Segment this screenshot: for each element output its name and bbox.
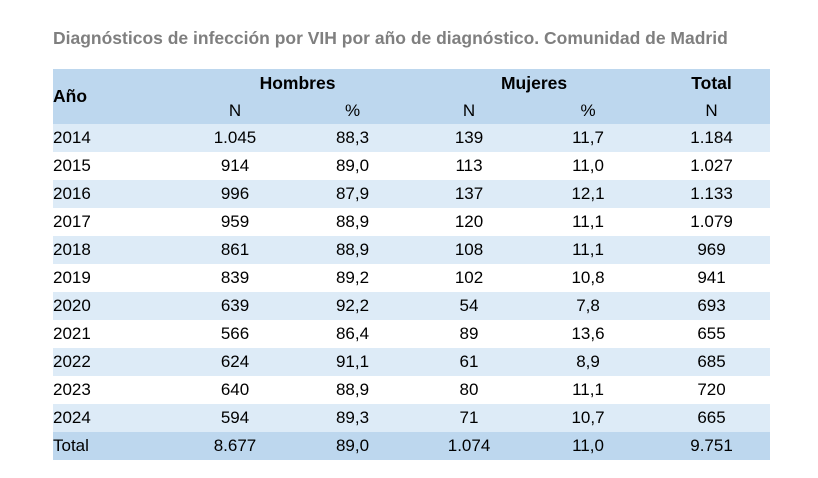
table-row: 2016 996 87,9 137 12,1 1.133 (53, 180, 771, 208)
cell-hombres-pct: 87,9 (290, 180, 416, 208)
cell-mujeres-pct: 8,9 (523, 348, 654, 376)
subheader-total-n: N (653, 97, 771, 124)
cell-mujeres-pct: 7,8 (523, 292, 654, 320)
cell-year: 2014 (53, 124, 180, 152)
total-cell-hombres-n: 8.677 (180, 432, 290, 460)
table-header: Año Hombres Mujeres Total N % N % N (53, 69, 771, 124)
cell-total-n: 685 (653, 348, 771, 376)
total-cell-hombres-pct: 89,0 (290, 432, 416, 460)
table-row: 2024 594 89,3 71 10,7 665 (53, 404, 771, 432)
cell-year: 2019 (53, 268, 91, 287)
table-row: 2017 959 88,9 120 11,1 1.079 (53, 208, 770, 236)
header-total: Total (653, 69, 771, 97)
cell-total-n: 655 (697, 324, 726, 343)
table-row: 2022 624 91,1 61 8,9 685 (53, 348, 771, 376)
total-row: Total 8.677 89,0 1.074 11,0 9.751 (53, 432, 771, 460)
cell-hombres-n: 996 (180, 180, 290, 208)
cell-hombres-pct: 88,9 (335, 380, 370, 399)
table-row: 2020 639 92,2 54 7,8 693 (53, 292, 771, 320)
table-row: 2023 640 88,9 80 11,1 720 (53, 376, 770, 404)
cell-hombres-pct: 89,0 (335, 156, 370, 175)
cell-year: 2017 (53, 212, 91, 231)
cell-hombres-pct: 88,3 (290, 124, 416, 152)
cell-total-n: 1.133 (653, 180, 771, 208)
subheader-hombres-n: N (180, 97, 290, 124)
cell-mujeres-n: 120 (454, 212, 484, 231)
cell-mujeres-n: 113 (455, 156, 483, 175)
hiv-diagnoses-table: Año Hombres Mujeres Total N % N % N 2014… (53, 69, 771, 460)
cell-mujeres-n: 108 (415, 236, 524, 264)
cell-total-n: 665 (653, 404, 771, 432)
total-cell-year: Total (53, 432, 180, 460)
cell-total-n: 941 (697, 268, 726, 287)
cell-hombres-pct: 88,9 (335, 212, 370, 231)
cell-hombres-n: 861 (180, 236, 290, 264)
cell-hombres-n: 1.045 (180, 124, 290, 152)
cell-total-n: 720 (697, 380, 726, 399)
cell-hombres-pct: 89,3 (290, 404, 416, 432)
cell-mujeres-pct: 11,7 (523, 124, 654, 152)
cell-mujeres-pct: 11,0 (572, 156, 604, 175)
cell-hombres-pct: 86,4 (335, 324, 370, 343)
cell-mujeres-pct: 10,7 (523, 404, 654, 432)
cell-total-n: 969 (653, 236, 771, 264)
cell-mujeres-n: 71 (415, 404, 524, 432)
header-hombres: Hombres (180, 69, 416, 97)
table-body: 2014 1.045 88,3 139 11,7 1.184 2015 914 89,0 113 1… (53, 124, 771, 460)
header-year: Año (53, 69, 180, 124)
table-row: 2014 1.045 88,3 139 11,7 1.184 (53, 124, 771, 152)
cell-hombres-pct: 89,2 (335, 268, 370, 287)
cell-hombres-n: 639 (180, 292, 290, 320)
cell-total-n: 693 (653, 292, 771, 320)
cell-mujeres-pct: 10,8 (571, 268, 605, 287)
table-row: 2015 914 89,0 113 11,0 1.027 (53, 152, 770, 180)
cell-year: 2024 (53, 404, 180, 432)
total-cell-mujeres-n: 1.074 (415, 432, 524, 460)
cell-hombres-n: 959 (220, 212, 250, 231)
subheader-mujeres-n: N (415, 97, 524, 124)
cell-mujeres-pct: 11,1 (572, 380, 604, 399)
cell-year: 2015 (53, 156, 91, 175)
cell-mujeres-n: 80 (459, 380, 479, 399)
cell-year: 2020 (53, 292, 180, 320)
cell-hombres-pct: 88,9 (290, 236, 416, 264)
cell-mujeres-n: 137 (415, 180, 524, 208)
subheader-hombres-pct: % (290, 97, 416, 124)
table-row: 2019 839 89,2 102 10,8 941 (53, 264, 770, 292)
cell-mujeres-n: 102 (454, 268, 484, 287)
cell-year: 2022 (53, 348, 180, 376)
cell-year: 2018 (53, 236, 180, 264)
cell-year: 2021 (53, 324, 91, 343)
cell-hombres-n: 839 (220, 268, 250, 287)
subheader-mujeres-pct: % (523, 97, 654, 124)
cell-hombres-pct: 92,2 (290, 292, 416, 320)
cell-hombres-n: 640 (220, 380, 250, 399)
header-row-groups: Año Hombres Mujeres Total (53, 69, 771, 124)
header-mujeres: Mujeres (415, 69, 654, 97)
cell-mujeres-n: 139 (415, 124, 524, 152)
table-row: 2021 566 86,4 89 13,6 655 (53, 320, 770, 348)
total-cell-mujeres-pct: 11,0 (523, 432, 654, 460)
cell-mujeres-pct: 13,6 (571, 324, 605, 343)
cell-hombres-n: 594 (180, 404, 290, 432)
cell-total-n: 1.027 (690, 156, 733, 175)
cell-hombres-pct: 91,1 (290, 348, 416, 376)
cell-total-n: 1.079 (690, 212, 733, 231)
header-row-subcolumns: N % N % N (53, 97, 771, 124)
cell-mujeres-pct: 11,1 (572, 212, 604, 231)
cell-mujeres-pct: 11,1 (523, 236, 654, 264)
cell-hombres-n: 624 (180, 348, 290, 376)
table-title: Diagnósticos de infección por VIH por añ… (53, 28, 728, 48)
table-row: 2018 861 88,9 108 11,1 969 (53, 236, 771, 264)
cell-mujeres-pct: 12,1 (523, 180, 654, 208)
cell-hombres-n: 914 (220, 156, 250, 175)
cell-hombres-n: 566 (220, 324, 250, 343)
cell-total-n: 1.184 (653, 124, 771, 152)
cell-mujeres-n: 89 (459, 324, 479, 343)
cell-mujeres-n: 61 (415, 348, 524, 376)
total-cell-total-n: 9.751 (653, 432, 771, 460)
cell-year: 2023 (53, 380, 91, 399)
cell-mujeres-n: 54 (415, 292, 524, 320)
cell-year: 2016 (53, 180, 180, 208)
